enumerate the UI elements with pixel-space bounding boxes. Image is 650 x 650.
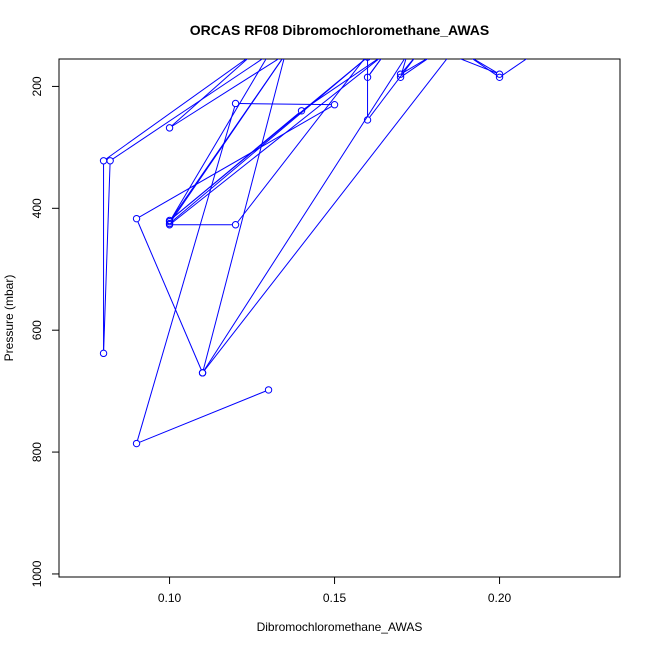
x-tick-label: 0.10 <box>158 591 182 605</box>
series-line-segment <box>403 59 428 73</box>
series-line-segment <box>171 59 248 126</box>
data-point <box>330 101 339 109</box>
y-tick-label: 400 <box>30 198 44 218</box>
plot-area <box>99 52 535 448</box>
y-tick-label: 600 <box>30 320 44 340</box>
y-axis: 200 400 600 800 1000 <box>30 76 60 587</box>
data-point <box>165 216 174 225</box>
series-line-segment <box>137 221 202 370</box>
data-point <box>430 52 436 58</box>
data-point <box>132 439 141 448</box>
data-point <box>495 70 504 78</box>
data-point <box>264 386 273 394</box>
series-line-segment <box>171 112 300 219</box>
series-line-segment <box>103 164 111 350</box>
data-point <box>463 52 469 58</box>
data-point <box>231 99 240 108</box>
x-tick-label: 0.20 <box>488 591 512 605</box>
data-point <box>282 52 288 58</box>
data-point <box>447 52 453 58</box>
data-point <box>282 52 288 58</box>
series-line-segment <box>369 59 382 75</box>
series-line-segment <box>369 59 415 118</box>
series-line-segment <box>471 59 497 76</box>
series-line-segment <box>502 59 528 76</box>
data-point <box>106 157 114 165</box>
x-tick-label: 0.15 <box>323 591 347 605</box>
series-line-segment <box>239 103 332 106</box>
series-line-segment <box>237 59 365 223</box>
chart-title: ORCAS RF08 Dibromochloromethane_AWAS <box>190 22 490 38</box>
series-line-segment <box>112 59 264 160</box>
x-axis: 0.10 0.15 0.20 <box>158 576 512 605</box>
data-point <box>396 70 405 78</box>
y-tick-label: 200 <box>30 76 44 96</box>
y-tick-label: 1000 <box>30 560 44 587</box>
data-point <box>132 214 141 223</box>
data-point <box>414 52 420 58</box>
series-line-segment <box>170 59 267 219</box>
series-line-segment <box>171 59 283 221</box>
data-point <box>363 73 372 81</box>
series-line-segment <box>204 59 406 371</box>
data-point <box>99 349 108 358</box>
series-line-segment <box>204 59 448 371</box>
data-point <box>363 116 372 124</box>
series-line-segment <box>106 59 247 160</box>
data-point <box>396 73 405 81</box>
series-line-segment <box>304 59 379 110</box>
data-point <box>529 52 535 58</box>
data-point <box>404 52 410 58</box>
data-point <box>364 59 371 61</box>
data-point <box>265 52 271 58</box>
data-point <box>198 369 207 377</box>
y-axis-label: Pressure (mbar) <box>2 275 16 362</box>
data-point <box>231 221 240 229</box>
data-point <box>249 52 255 58</box>
series-line-segment <box>137 106 236 441</box>
series-line-segment <box>171 59 380 223</box>
data-point <box>99 157 108 165</box>
data-point <box>165 124 174 132</box>
data-point <box>381 52 387 58</box>
data-point <box>165 221 174 229</box>
data-point <box>381 52 387 58</box>
y-tick-label: 800 <box>30 442 44 462</box>
data-point <box>495 73 504 81</box>
series-line-segment <box>403 59 429 76</box>
plot-frame <box>58 58 621 578</box>
data-point <box>364 52 370 58</box>
series-line-segment <box>402 59 415 72</box>
x-axis-label: Dibromochloromethane_AWAS <box>257 620 423 634</box>
series-line-segment <box>139 106 332 218</box>
series-line-segment <box>139 390 266 443</box>
data-point <box>297 107 306 115</box>
series-line-segment <box>472 59 497 73</box>
series-line-segment <box>172 59 280 127</box>
